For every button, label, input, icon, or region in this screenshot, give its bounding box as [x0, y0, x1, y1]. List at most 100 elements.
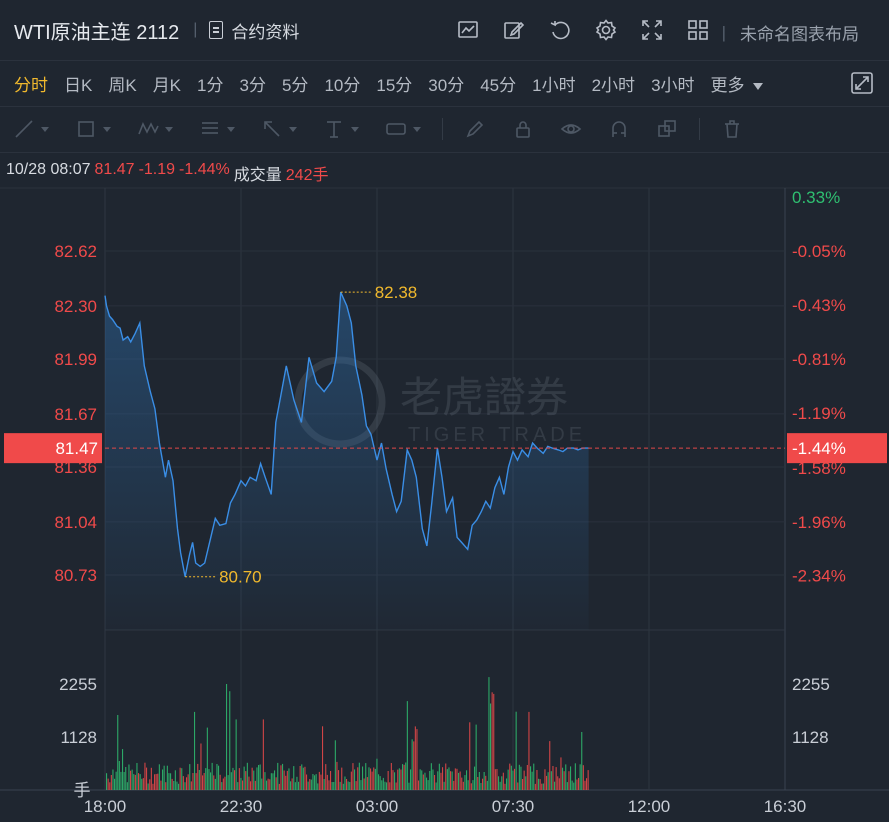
volume-bar — [558, 778, 560, 790]
volume-bar — [219, 774, 221, 790]
undo-icon[interactable] — [537, 16, 583, 44]
drawing-toolbar — [0, 106, 889, 153]
volume-bar — [166, 765, 168, 790]
volume-bar — [565, 764, 567, 790]
tf-15min[interactable]: 15分 — [376, 75, 413, 95]
volume-bar — [117, 715, 119, 790]
right-tick-label: 0.33% — [792, 188, 840, 207]
volume-bar — [526, 765, 528, 790]
volume-bar — [246, 762, 248, 790]
volume-bar — [482, 778, 484, 790]
volume-bar — [413, 741, 415, 790]
rectangle-tool-icon[interactable] — [62, 118, 124, 140]
volume-bar — [488, 677, 490, 790]
right-tick-label: -1.96% — [792, 513, 846, 532]
volume-bar — [517, 782, 519, 790]
number-tool-icon[interactable] — [372, 118, 434, 140]
volume-bar — [408, 782, 410, 790]
draw-edit-icon[interactable] — [491, 16, 537, 44]
volume-bar — [238, 768, 240, 790]
tf-3hour[interactable]: 3小时 — [651, 75, 695, 95]
volume-tick-left: 2255 — [59, 675, 97, 694]
volume-bar — [315, 774, 317, 790]
volume-bar — [386, 782, 388, 790]
left-tick-label: 81.67 — [54, 405, 97, 424]
volume-bar — [242, 780, 244, 790]
volume-bar — [288, 768, 290, 790]
volume-bar — [344, 776, 346, 790]
tf-2hour[interactable]: 2小时 — [591, 75, 636, 95]
volume-bar — [275, 777, 277, 790]
volume-bar — [571, 780, 573, 790]
volume-bar — [496, 769, 498, 790]
indicator-icon[interactable] — [445, 16, 491, 44]
volume-bar — [533, 763, 535, 790]
fullscreen-icon[interactable] — [629, 16, 675, 44]
volume-bar — [318, 771, 320, 790]
arrow-tool-icon[interactable] — [248, 118, 310, 140]
chevron-down-icon — [165, 126, 173, 132]
volume-bar — [341, 767, 343, 790]
layers-icon[interactable] — [643, 118, 691, 140]
volume-bar — [107, 778, 109, 790]
volume-bar — [520, 766, 522, 790]
contract-info-button[interactable]: 合约资料 — [209, 18, 299, 43]
volume-bar — [442, 767, 444, 790]
volume-bar — [205, 768, 207, 790]
tf-10min[interactable]: 10分 — [324, 75, 361, 95]
volume-bar — [546, 775, 548, 790]
tf-5min[interactable]: 5分 — [281, 75, 309, 95]
pen-icon[interactable] — [451, 118, 499, 140]
tf-3min[interactable]: 3分 — [239, 75, 266, 95]
volume-bar — [578, 778, 580, 790]
low-label: 80.70 — [219, 568, 262, 587]
volume-bar — [126, 782, 128, 790]
volume-bar — [189, 764, 191, 790]
tf-intraday[interactable]: 分时 — [14, 75, 48, 95]
high-label: 82.38 — [375, 283, 418, 302]
volume-bar — [414, 726, 416, 790]
tf-monthly[interactable]: 月K — [152, 75, 182, 95]
volume-bar — [426, 777, 428, 790]
tf-30min[interactable]: 30分 — [428, 75, 465, 95]
lock-icon[interactable] — [499, 118, 547, 140]
settings-icon[interactable] — [583, 16, 629, 44]
volume-bar — [566, 782, 568, 790]
layout-selector[interactable]: | 未命名图表布局 — [722, 20, 859, 45]
line-tool-icon[interactable] — [0, 118, 62, 140]
tf-45min[interactable]: 45分 — [480, 75, 517, 95]
volume-tick-left: 1128 — [60, 728, 97, 747]
volume-bar — [451, 771, 453, 790]
volume-bar — [491, 692, 493, 790]
volume-bar — [557, 776, 559, 790]
x-tick-label: 16:30 — [764, 797, 807, 816]
eye-icon[interactable] — [547, 118, 595, 140]
tf-more[interactable]: 更多 — [703, 71, 771, 96]
text-tool-icon[interactable] — [310, 118, 372, 140]
trash-icon[interactable] — [708, 118, 756, 140]
volume-bar — [562, 767, 564, 790]
grid-layout-icon[interactable] — [675, 16, 721, 44]
volume-bar — [296, 776, 298, 790]
header-toolbar — [445, 16, 721, 44]
volume-bar — [234, 770, 236, 790]
fibonacci-tool-icon[interactable] — [186, 118, 248, 140]
volume-bar — [539, 779, 541, 790]
expand-icon[interactable] — [851, 72, 873, 94]
volume-bar — [363, 778, 365, 790]
tf-weekly[interactable]: 周K — [108, 75, 137, 95]
chevron-down-icon — [413, 126, 421, 132]
magnet-icon[interactable] — [595, 118, 643, 140]
volume-bar — [515, 711, 517, 790]
volume-bar — [362, 766, 364, 790]
tf-1min[interactable]: 1分 — [197, 75, 224, 95]
volume-bar — [198, 770, 200, 790]
price-line — [104, 291, 589, 577]
volume-bar — [470, 783, 472, 790]
wave-tool-icon[interactable] — [124, 118, 186, 140]
tf-1hour[interactable]: 1小时 — [532, 75, 576, 95]
tf-daily[interactable]: 日K — [64, 75, 93, 95]
volume-bar — [269, 779, 271, 790]
volume-bar — [560, 757, 562, 790]
